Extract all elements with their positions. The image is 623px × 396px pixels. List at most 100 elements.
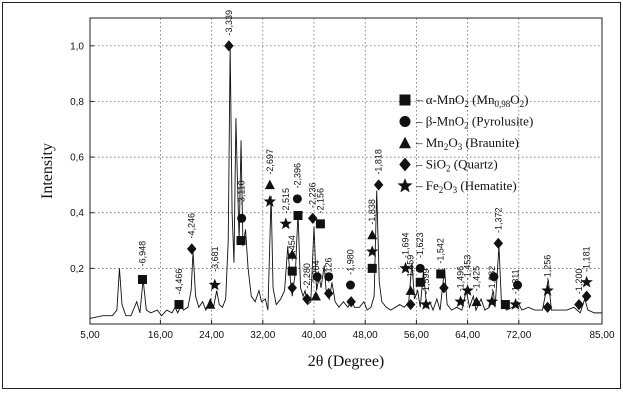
peak-d-spacing-label: -1,372 <box>493 207 503 233</box>
legend: – α-MnO2 (Mn0,98O2) – β-MnO2 (Pyrolusite)… <box>397 92 533 195</box>
peak-marker-star <box>580 275 593 288</box>
peak-marker-triangle <box>287 249 298 259</box>
x-tick-label: 24,00 <box>199 330 224 341</box>
x-tick-label: 64,00 <box>455 330 480 341</box>
plot-frame <box>89 17 603 325</box>
peak-d-spacing-label: -1,256 <box>543 255 553 281</box>
y-tick-label: 1,0 <box>70 41 84 52</box>
peak-marker-square <box>287 266 297 276</box>
peak-marker-diamond <box>187 243 197 255</box>
peak-marker-diamond <box>346 296 356 308</box>
peak-marker-diamond <box>307 212 318 224</box>
peak-marker-diamond <box>373 179 384 191</box>
peak-d-spacing-label: -3,681 <box>210 246 220 272</box>
peak-d-spacing-label: -1,659 <box>406 255 416 281</box>
peak-marker-triangle <box>264 179 275 190</box>
peak-marker-circle <box>489 272 499 282</box>
peak-d-spacing-label: -6,948 <box>137 241 147 267</box>
y-tick-label: 0,6 <box>70 153 84 164</box>
peak-marker-diamond <box>302 293 312 305</box>
peak-marker-square <box>500 300 510 310</box>
peak-marker-star <box>279 217 292 230</box>
legend-marker-square <box>399 94 411 106</box>
peak-d-spacing-label: -2,454 <box>287 235 297 261</box>
peak-marker-diamond <box>493 237 504 249</box>
peak-d-spacing-label: -1,200 <box>574 269 584 295</box>
peak-d-spacing-label: -1,980 <box>345 249 355 275</box>
peak-d-spacing-label: -1,599 <box>421 269 431 295</box>
grid <box>90 18 602 324</box>
peak-d-spacing-label: -1,496 <box>456 266 466 292</box>
peak-marker-triangle <box>405 285 416 295</box>
peak-marker-circle <box>237 213 247 223</box>
legend-entry-label: – α-MnO2 (Mn0,98O2) <box>415 92 528 109</box>
legend-entry-label: – Fe2O3 (Hematite) <box>415 178 517 195</box>
peak-d-spacing-label: -1,623 <box>415 232 425 258</box>
peak-d-spacing-label: -1,542 <box>436 238 446 264</box>
peak-marker-diamond <box>439 282 449 294</box>
peak-d-spacing-label: -1,425 <box>472 266 482 292</box>
peak-marker-square <box>415 277 425 287</box>
peak-marker-diamond <box>287 282 297 294</box>
x-tick-label: 16,00 <box>148 330 173 341</box>
peak-marker-circle <box>324 272 334 282</box>
peak-marker-square <box>174 300 184 310</box>
peak-d-spacing-label: -1,181 <box>582 246 592 272</box>
x-tick-label: 48,00 <box>353 330 378 341</box>
x-tick-label: 5,00 <box>80 330 100 341</box>
peak-marker-star <box>366 245 379 257</box>
x-tick-label: 40,00 <box>301 330 326 341</box>
peak-marker-star <box>461 284 474 296</box>
legend-marker-triangle <box>399 136 411 149</box>
peak-d-spacing-label: -2,515 <box>281 188 291 214</box>
peak-marker-diamond <box>224 40 234 52</box>
peak-marker-triangle <box>310 290 321 301</box>
peak-marker-triangle <box>471 296 482 307</box>
peak-annotations: -6,948 -4,466 -4,246 -3,681 -3,339 -3,110 -2,6… <box>137 10 593 313</box>
peak-d-spacing-label: -3,110 <box>237 180 247 205</box>
peak-marker-circle <box>345 280 355 290</box>
peak-marker-circle <box>415 263 425 273</box>
y-axis-title: Intensity <box>39 143 56 199</box>
y-tick-label: 0,8 <box>70 97 84 108</box>
peak-marker-circle <box>513 280 523 290</box>
peak-d-spacing-label: -2,156 <box>315 188 325 214</box>
legend-marker-star <box>397 178 413 193</box>
peak-marker-diamond <box>581 290 592 302</box>
peak-marker-star <box>509 298 522 310</box>
peak-d-spacing-label: -1,453 <box>463 255 473 281</box>
peak-marker-triangle <box>205 299 216 309</box>
x-tick-label: 72,00 <box>506 330 531 341</box>
peak-marker-square <box>436 269 446 279</box>
peak-marker-diamond <box>323 287 334 299</box>
legend-entry-label: – SiO2 (Quartz) <box>415 157 498 174</box>
legend-marker-circle <box>399 116 411 127</box>
legend-marker-diamond <box>399 157 411 172</box>
peak-marker-square <box>367 263 377 273</box>
peak-marker-square <box>293 211 303 221</box>
peak-marker-diamond <box>405 298 416 311</box>
y-tick-label: 0,4 <box>70 208 84 219</box>
peak-d-spacing-label: -2,396 <box>292 163 302 189</box>
peak-d-spacing-label: -4,246 <box>187 213 197 239</box>
axis-ticks: 5,00 16,00 24,00 32,00 40,00 48,00 56,00 64,00 7… <box>70 41 615 341</box>
peak-marker-square <box>236 236 246 246</box>
peak-marker-star <box>541 284 554 296</box>
x-tick-label: 32,00 <box>250 330 275 341</box>
peak-marker-triangle <box>367 229 378 240</box>
peak-marker-circle <box>292 194 302 204</box>
peak-marker-star <box>263 195 276 207</box>
peak-marker-square <box>315 219 325 229</box>
peak-d-spacing-label: -2,126 <box>324 258 334 284</box>
peak-d-spacing-label: -1,694 <box>401 232 411 258</box>
peak-marker-circle <box>312 272 322 282</box>
peak-marker-star <box>454 295 467 307</box>
peak-marker-diamond <box>574 298 584 311</box>
legend-entry-label: – Mn2O3 (Braunite) <box>415 135 519 152</box>
peak-marker-star <box>208 278 221 291</box>
peak-d-spacing-label: -4,466 <box>174 269 184 295</box>
x-tick-label: 85,00 <box>589 330 614 341</box>
peak-marker-star <box>485 295 499 307</box>
